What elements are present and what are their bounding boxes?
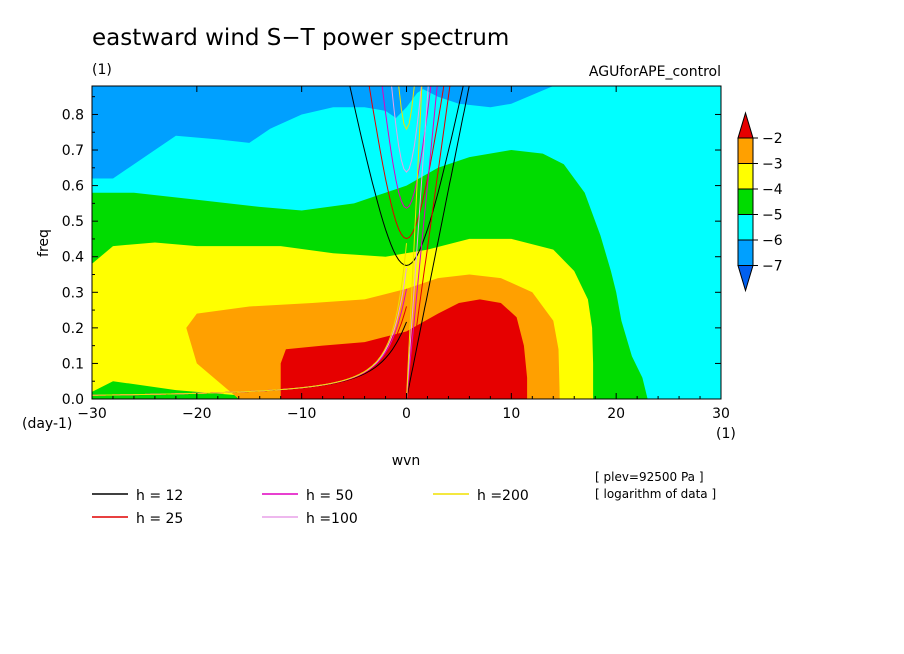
plot-area: [92, 86, 721, 399]
colorbar-label: −2: [762, 131, 783, 147]
colorbar-label: −3: [762, 157, 783, 173]
y-tick-label: 0.3: [62, 285, 84, 301]
colorbar-label: −7: [762, 259, 783, 275]
x-tick-label: −30: [77, 406, 107, 422]
y-tick-label: 0.1: [62, 356, 84, 372]
colorbar-band: [737, 214, 754, 241]
legend-label: h = 12: [136, 488, 183, 504]
legend: h = 12 h = 25 h = 50 h =100 h =200: [92, 488, 529, 527]
legend-label: h =100: [306, 511, 358, 527]
y-axis-label: freq: [36, 229, 52, 257]
x-tick-label: 0: [402, 406, 411, 422]
subtitle-left: (1): [92, 62, 112, 78]
inertia-gravity-curve: [349, 86, 464, 267]
colorbar-band: [737, 188, 754, 215]
y-tick-label: 0.5: [62, 214, 84, 230]
colorbar-top-arrow: [737, 111, 754, 139]
kelvin-curve: [406, 86, 470, 399]
colorbar-band: [737, 163, 754, 190]
region-blue: [417, 86, 554, 108]
subtitle-right: AGUforAPE_control: [589, 64, 721, 80]
mixed-rossby-gravity-curve: [92, 243, 407, 396]
x-axis-unit: (1): [716, 426, 736, 442]
colorbar-band: [737, 239, 754, 266]
chart-title: eastward wind S−T power spectrum: [92, 25, 509, 51]
colorbar-bottom-arrow: [737, 265, 754, 293]
note-logarithm: [ logarithm of data ]: [595, 487, 716, 501]
filled-contours: [92, 86, 721, 399]
inertia-gravity-curve: [368, 86, 445, 240]
x-tick-label: 20: [607, 406, 625, 422]
inertia-gravity-curve: [391, 86, 422, 173]
inertia-gravity-curve: [381, 86, 432, 209]
x-tick-label: −20: [182, 406, 212, 422]
legend-label: h = 25: [136, 511, 183, 527]
inertia-gravity-curve: [398, 86, 415, 131]
y-tick-label: 0.8: [62, 107, 84, 123]
colorbar-label: −5: [762, 208, 783, 224]
y-tick-label: 0.2: [62, 321, 84, 337]
x-axis-label: wvn: [392, 453, 421, 469]
axes: −30 −20 −10 0 10 20 30 0.0 0.1 0.2 0.3 0.4 0.5 0.6 0.7…: [62, 86, 730, 422]
colorbar-band: [737, 137, 754, 164]
y-tick-label: 0.6: [62, 179, 84, 195]
legend-label: h =200: [477, 488, 529, 504]
region-red: [280, 299, 528, 399]
colorbar-label: −6: [762, 233, 783, 249]
x-tick-label: 10: [502, 406, 520, 422]
y-tick-label: 0.0: [62, 392, 84, 408]
note-plev: [ plev=92500 Pa ]: [595, 470, 704, 484]
dispersion-curves: [92, 86, 470, 399]
colorbar: −2 −3 −4 −5 −6 −7: [737, 111, 783, 293]
x-tick-label: 30: [712, 406, 730, 422]
y-tick-label: 0.7: [62, 143, 84, 159]
x-tick-label: −10: [287, 406, 317, 422]
legend-label: h = 50: [306, 488, 353, 504]
y-axis-unit: (day-1): [22, 416, 72, 432]
colorbar-label: −4: [762, 182, 783, 198]
y-tick-label: 0.4: [62, 250, 84, 266]
region-blue: [92, 86, 145, 104]
